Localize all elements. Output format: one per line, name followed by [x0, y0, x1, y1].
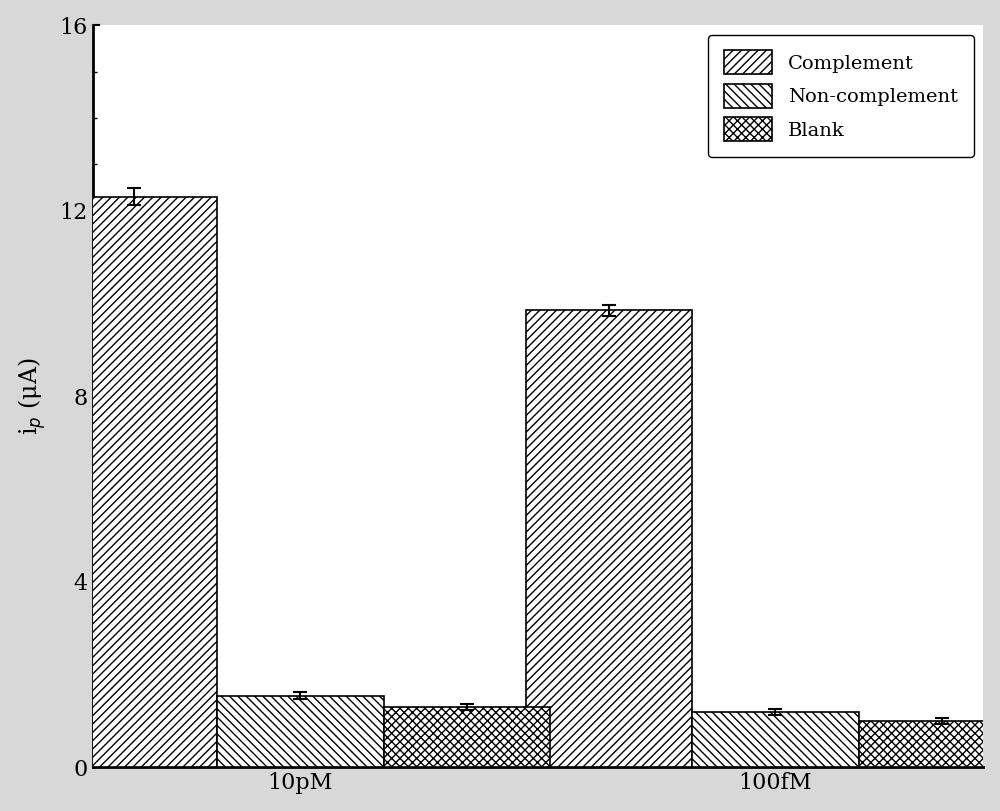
Legend: Complement, Non-complement, Blank: Complement, Non-complement, Blank: [708, 35, 974, 157]
Bar: [526, 311, 692, 767]
Bar: [51, 197, 217, 767]
Bar: [692, 712, 859, 767]
Bar: [217, 696, 384, 767]
Y-axis label: i$_p$ (μA): i$_p$ (μA): [17, 358, 48, 435]
Bar: [859, 721, 1000, 767]
Bar: [384, 707, 550, 767]
